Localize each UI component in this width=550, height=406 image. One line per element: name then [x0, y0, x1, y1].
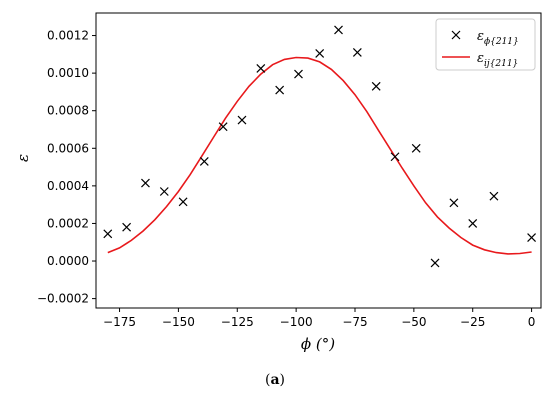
series-eps-ij-211-line	[107, 56, 532, 255]
marker-stroke	[294, 69, 303, 79]
y-tick-label: 0.0006	[47, 141, 89, 155]
marker-stroke	[275, 85, 285, 95]
plot-frame	[95, 12, 542, 309]
data-point-marker	[449, 198, 459, 208]
marker-stroke	[256, 64, 266, 73]
x-tick-label: −100	[280, 315, 313, 329]
data-point-marker	[334, 25, 343, 35]
data-point-marker	[430, 258, 440, 268]
data-point-marker	[489, 191, 499, 201]
legend-label-eps-ij-211: εij{211}	[477, 51, 518, 69]
legend-label-subscript: ϕ{211}	[484, 37, 519, 47]
data-point-marker	[390, 152, 400, 162]
marker-stroke	[218, 122, 228, 132]
y-tick-label: 0.0008	[47, 104, 89, 118]
data-point-marker	[103, 229, 113, 239]
data-point-marker	[275, 85, 285, 95]
legend-label-eps-phi-211: εϕ{211}	[477, 29, 519, 47]
data-point-marker	[256, 64, 266, 73]
caption-open: (	[264, 372, 271, 388]
legend-label-subscript: ij{211}	[484, 59, 518, 69]
data-point-marker	[122, 222, 132, 232]
legend: εϕ{211}εij{211}	[435, 18, 536, 71]
legend-label-main: ε	[477, 29, 484, 44]
legend-label-main: ε	[477, 51, 484, 66]
data-point-marker	[159, 187, 169, 196]
y-axis: −0.0002 0.0000 0.0002 0.0004 0.0006 0.0008 0.0…	[37, 29, 96, 306]
data-point-marker	[294, 69, 303, 79]
y-tick-label: −0.0002	[37, 292, 89, 306]
legend-marker-stroke	[451, 30, 461, 40]
marker-stroke	[315, 48, 325, 58]
legend-entry-eps-phi-211: εϕ{211}	[451, 29, 519, 47]
figure-caption: (a)	[0, 372, 550, 388]
marker-stroke	[390, 152, 400, 162]
marker-stroke	[237, 115, 247, 125]
y-tick-label: 0.0000	[47, 254, 89, 268]
marker-stroke	[352, 48, 362, 57]
series-eps-ij-211-path	[107, 56, 532, 255]
marker-stroke	[527, 233, 537, 242]
marker-stroke	[449, 198, 459, 208]
x-tick-label: −175	[103, 315, 136, 329]
data-point-marker	[315, 48, 325, 58]
x-tick-label: −125	[221, 315, 254, 329]
marker-stroke	[430, 258, 440, 268]
data-point-marker	[178, 197, 188, 207]
x-axis: −175 −150 −125 −100 −75 −50 −25 0	[103, 308, 535, 329]
y-axis-title: ε	[14, 154, 32, 162]
series-eps-phi-211-markers	[103, 25, 537, 268]
marker-stroke	[159, 187, 169, 196]
data-point-marker	[371, 81, 381, 91]
x-tick-label: −150	[162, 315, 195, 329]
marker-stroke	[103, 229, 113, 239]
data-point-marker	[352, 48, 362, 57]
caption-close: )	[279, 372, 285, 388]
x-tick-label: −50	[401, 315, 426, 329]
data-point-marker	[527, 233, 537, 242]
marker-stroke	[141, 178, 150, 188]
y-tick-label: 0.0010	[47, 66, 89, 80]
x-tick-label: 0	[528, 315, 536, 329]
data-point-marker	[468, 219, 478, 228]
data-point-marker	[237, 115, 247, 125]
marker-stroke	[178, 197, 188, 207]
data-point-marker	[199, 157, 209, 166]
marker-stroke	[371, 81, 381, 91]
y-tick-label: 0.0012	[47, 29, 89, 43]
data-point-marker	[411, 143, 421, 153]
caption-letter: a	[270, 372, 280, 388]
marker-stroke	[199, 157, 209, 166]
marker-stroke	[411, 143, 421, 153]
legend-entry-eps-ij-211: εij{211}	[442, 51, 518, 69]
x-tick-label: −25	[460, 315, 485, 329]
y-tick-label: 0.0004	[47, 179, 89, 193]
data-point-marker	[141, 178, 150, 188]
plot-area	[95, 12, 542, 309]
marker-stroke	[468, 219, 478, 228]
y-tick-label: 0.0002	[47, 216, 89, 230]
marker-stroke	[334, 25, 343, 35]
x-tick-label: −75	[342, 315, 367, 329]
marker-stroke	[122, 222, 132, 232]
marker-stroke	[489, 191, 499, 201]
data-point-marker	[218, 122, 228, 132]
x-axis-title: ϕ (°)	[301, 335, 335, 353]
